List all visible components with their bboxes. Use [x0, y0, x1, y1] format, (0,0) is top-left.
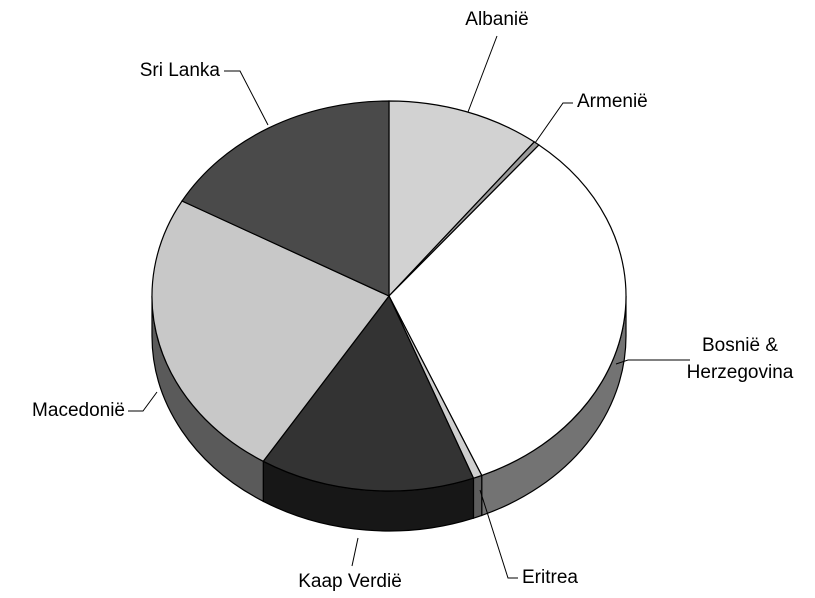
slice — [388, 144, 627, 477]
slice — [151, 200, 390, 463]
slice-label: Sri Lanka — [140, 60, 221, 81]
leader-line — [615, 359, 690, 365]
slice-label: Albanië — [465, 9, 528, 30]
slices — [151, 100, 627, 532]
leader-line — [467, 35, 498, 113]
slice-side — [472, 474, 483, 520]
slice-label: Eritrea — [522, 567, 578, 588]
slice — [181, 100, 390, 297]
slice-label: Kaap Verdië — [298, 571, 402, 592]
leader-line — [351, 537, 359, 567]
leader-line — [128, 391, 158, 412]
slice — [262, 294, 475, 492]
leader-line — [224, 70, 269, 126]
leader-lines — [128, 35, 690, 579]
slice-label: Macedonië — [32, 400, 125, 421]
slice-label: Armenië — [577, 91, 648, 112]
slice-label: Bosnië & Herzegovina — [686, 335, 794, 383]
leader-line — [479, 489, 518, 579]
leader-line — [534, 102, 573, 144]
slice — [388, 100, 536, 298]
